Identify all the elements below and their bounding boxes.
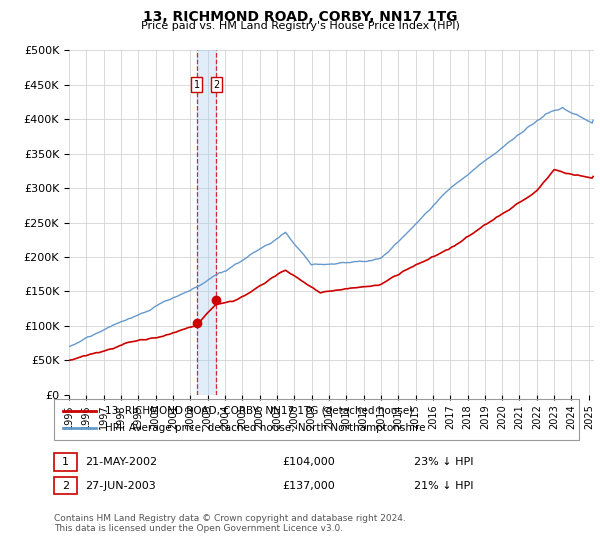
Text: 1: 1 <box>62 457 69 467</box>
Text: 21% ↓ HPI: 21% ↓ HPI <box>414 480 473 491</box>
Text: £104,000: £104,000 <box>282 457 335 467</box>
Text: HPI: Average price, detached house, North Northamptonshire: HPI: Average price, detached house, Nort… <box>105 423 425 433</box>
Text: 2: 2 <box>213 80 219 90</box>
Text: 1: 1 <box>194 80 200 90</box>
Text: £137,000: £137,000 <box>282 480 335 491</box>
Text: Price paid vs. HM Land Registry's House Price Index (HPI): Price paid vs. HM Land Registry's House … <box>140 21 460 31</box>
Bar <box>197 50 216 395</box>
Text: Contains HM Land Registry data © Crown copyright and database right 2024.
This d: Contains HM Land Registry data © Crown c… <box>54 514 406 534</box>
Text: 13, RICHMOND ROAD, CORBY, NN17 1TG: 13, RICHMOND ROAD, CORBY, NN17 1TG <box>143 10 457 24</box>
Text: 2: 2 <box>62 480 69 491</box>
Text: 23% ↓ HPI: 23% ↓ HPI <box>414 457 473 467</box>
Text: 27-JUN-2003: 27-JUN-2003 <box>85 480 156 491</box>
Text: 13, RICHMOND ROAD, CORBY, NN17 1TG (detached house): 13, RICHMOND ROAD, CORBY, NN17 1TG (deta… <box>105 405 413 416</box>
Text: 21-MAY-2002: 21-MAY-2002 <box>85 457 157 467</box>
